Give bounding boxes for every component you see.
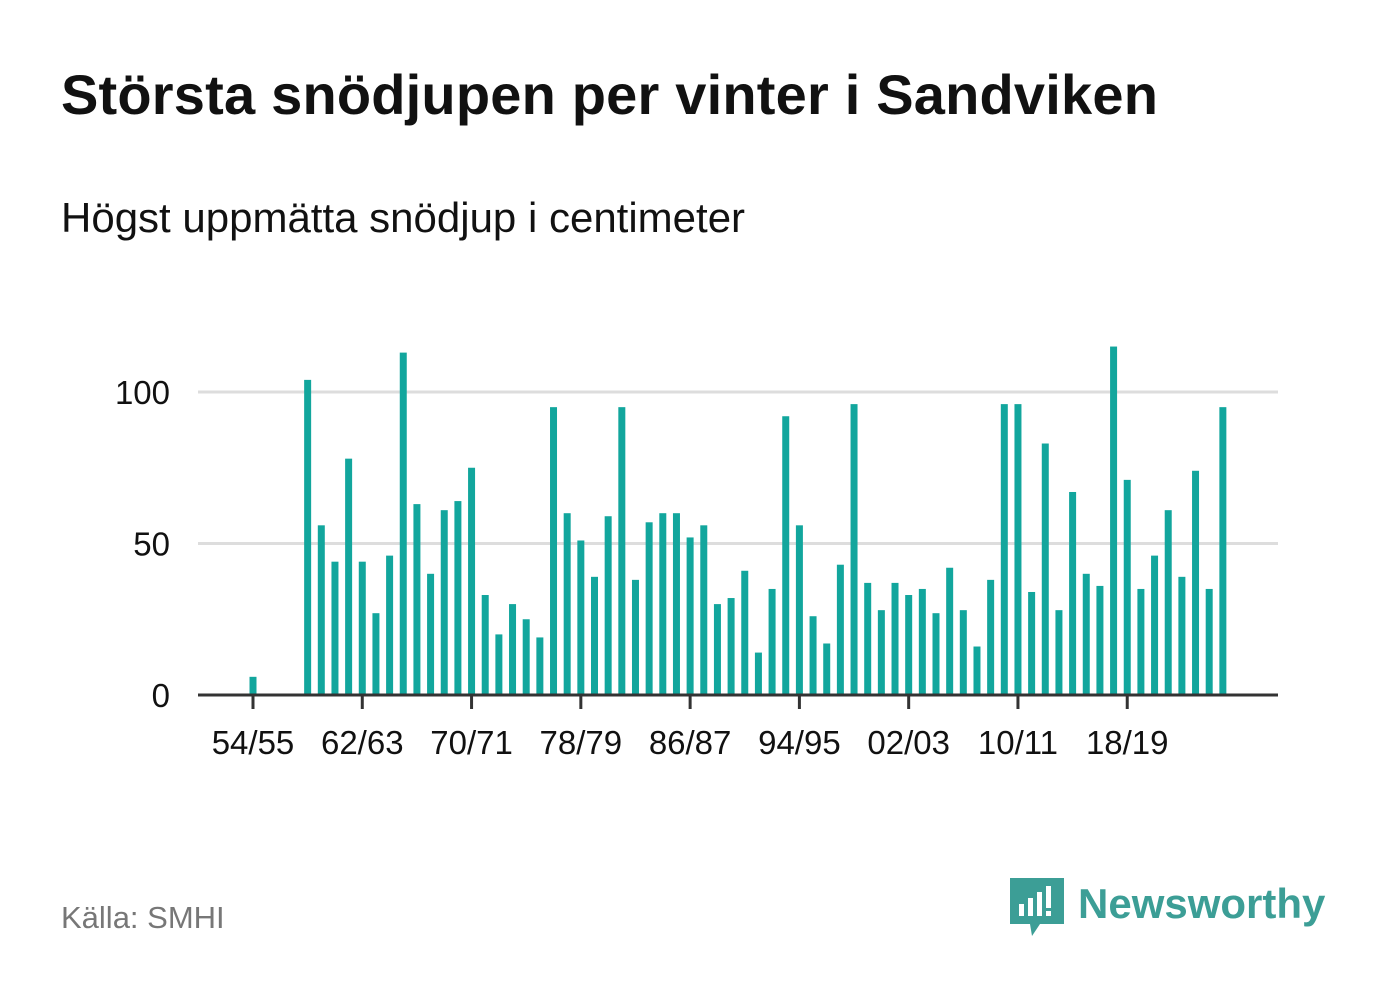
y-tick-label: 50: [133, 526, 170, 563]
bar-59-60: [317, 525, 325, 695]
bar-99-00: [864, 582, 872, 695]
bar-89-90: [727, 598, 735, 695]
bar-16-17: [1096, 585, 1104, 695]
bar-72-73: [495, 634, 503, 695]
bar-73-74: [509, 604, 517, 695]
bar-71-72: [481, 595, 489, 695]
bar-05-06: [946, 567, 954, 695]
bar-03-04: [918, 588, 926, 695]
bar-84-85: [659, 513, 667, 695]
source-note: Källa: SMHI: [61, 900, 225, 935]
bar-74-75: [522, 619, 530, 695]
bar-58-59: [304, 379, 312, 695]
bar-88-89: [713, 604, 721, 695]
bar-69-70: [454, 501, 462, 695]
bar-15-16: [1082, 573, 1090, 695]
bar-chart: 0 50 100 54/55 62/63 70/71 78/79 86/87 94/95 02/…: [115, 346, 1278, 761]
x-tick-label: 94/95: [758, 724, 841, 761]
bar-60-61: [331, 561, 339, 695]
newsworthy-logo-icon: [1010, 878, 1064, 936]
bar-14-15: [1069, 491, 1077, 695]
bar-76-77: [550, 407, 558, 695]
chart-title: Största snödjupen per vinter i Sandviken: [61, 63, 1159, 126]
bar-22-23: [1178, 576, 1186, 695]
x-tick-label: 02/03: [867, 724, 950, 761]
bar-17-18: [1110, 346, 1118, 695]
x-tick-label: 54/55: [212, 724, 295, 761]
x-tick-label: 18/19: [1086, 724, 1169, 761]
bar-00-01: [877, 610, 885, 695]
bar-07-08: [973, 646, 981, 695]
bar-94-95: [795, 525, 803, 695]
chart-subtitle: Högst uppmätta snödjup i centimeter: [61, 194, 746, 241]
bar-68-69: [440, 510, 448, 695]
bar-92-93: [768, 588, 776, 695]
y-axis-tick-labels: 0 50 100: [115, 374, 170, 714]
x-tick-label: 86/87: [649, 724, 732, 761]
bar-97-98: [836, 564, 844, 695]
bar-11-12: [1028, 591, 1036, 695]
bar-75-76: [536, 637, 544, 695]
bar-70-71: [468, 467, 476, 695]
bar-06-07: [959, 610, 967, 695]
bar-91-92: [754, 652, 762, 695]
bar-80-81: [604, 516, 612, 695]
grid-lines: [198, 390, 1278, 545]
y-tick-label: 100: [115, 374, 170, 411]
bar-90-91: [741, 570, 749, 695]
bar-04-05: [932, 613, 940, 695]
bar-01-02: [891, 582, 899, 695]
bar-65-66: [399, 352, 407, 695]
bar-93-94: [782, 416, 790, 695]
x-tick-label: 78/79: [540, 724, 623, 761]
bar-77-78: [563, 513, 571, 695]
x-tick-label: 70/71: [430, 724, 513, 761]
brand-name: Newsworthy: [1078, 880, 1326, 927]
bar-79-80: [591, 576, 598, 695]
bar-66-67: [413, 504, 421, 695]
bar-96-97: [823, 643, 831, 695]
bar-61-62: [345, 458, 353, 695]
bar-86-87: [686, 537, 694, 695]
bar-95-96: [809, 616, 817, 695]
bar-67-68: [427, 573, 435, 695]
bar-19-20: [1137, 588, 1145, 695]
bar-10-11: [1014, 404, 1022, 695]
bar-13-14: [1055, 610, 1063, 695]
bar-24-25: [1205, 588, 1213, 695]
x-axis-tick-labels: 54/55 62/63 70/71 78/79 86/87 94/95 02/03 10/11…: [212, 724, 1169, 761]
bar-82-83: [631, 579, 639, 695]
bar-12-13: [1041, 443, 1049, 695]
bar-09-10: [1000, 404, 1008, 695]
bar-85-86: [672, 513, 680, 695]
bar-25-26: [1219, 407, 1227, 695]
bar-23-24: [1192, 470, 1200, 695]
bar-78-79: [577, 540, 585, 695]
bar-54-55: [249, 676, 257, 695]
bar-18-19: [1123, 479, 1131, 695]
bar-20-21: [1151, 555, 1159, 695]
bar-02-03: [905, 595, 913, 695]
x-axis: [198, 693, 1278, 709]
y-tick-label: 0: [152, 677, 170, 714]
x-tick-label: 10/11: [978, 724, 1058, 761]
bar-83-84: [645, 522, 653, 695]
bar-62-63: [358, 561, 366, 695]
bar-98-99: [850, 404, 858, 695]
bar-63-64: [372, 613, 380, 695]
brand-logo[interactable]: Newsworthy: [1010, 878, 1325, 940]
bar-21-22: [1164, 510, 1172, 695]
bars: [249, 346, 1227, 695]
bar-64-65: [386, 555, 394, 695]
bar-81-82: [618, 407, 626, 695]
bar-87-88: [700, 525, 708, 695]
bar-08-09: [987, 579, 995, 695]
x-tick-label: 62/63: [321, 724, 404, 761]
